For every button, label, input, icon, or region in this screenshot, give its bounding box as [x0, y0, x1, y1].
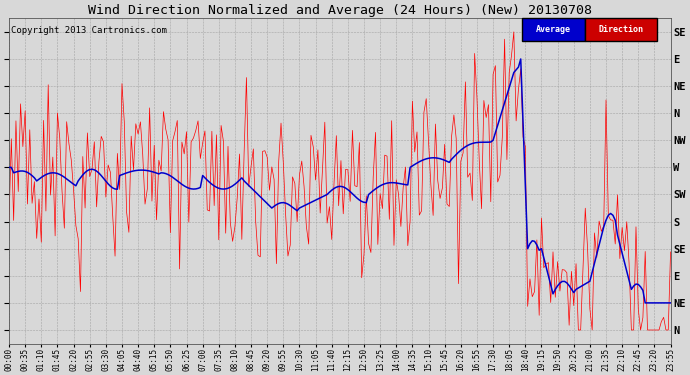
Text: Direction: Direction	[598, 25, 644, 34]
Text: Average: Average	[535, 25, 571, 34]
Text: Copyright 2013 Cartronics.com: Copyright 2013 Cartronics.com	[11, 27, 167, 36]
FancyBboxPatch shape	[522, 18, 584, 41]
Title: Wind Direction Normalized and Average (24 Hours) (New) 20130708: Wind Direction Normalized and Average (2…	[88, 4, 592, 17]
FancyBboxPatch shape	[584, 18, 658, 41]
